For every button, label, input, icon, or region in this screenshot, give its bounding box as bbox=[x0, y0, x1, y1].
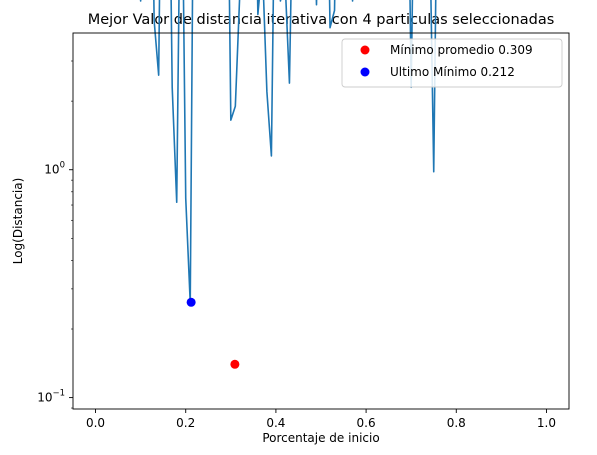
marker-point-1 bbox=[186, 297, 196, 307]
y-tick-label-0: 10−1 bbox=[37, 389, 65, 405]
legend-label-minimo-promedio: Mínimo promedio 0.309 bbox=[390, 43, 533, 57]
legend-box bbox=[341, 38, 563, 88]
x-axis-label: Porcentaje de inicio bbox=[262, 431, 379, 445]
x-tick-label-5: 1.0 bbox=[537, 416, 556, 430]
axes-frame bbox=[72, 32, 570, 410]
x-tick-label-1: 0.2 bbox=[176, 416, 195, 430]
x-tick-label-2: 0.4 bbox=[266, 416, 285, 430]
legend: Mínimo promedio 0.309 Ultimo Mínimo 0.21… bbox=[341, 38, 563, 88]
legend-marker-ultimo-minimo bbox=[360, 67, 370, 77]
marker-point-0 bbox=[230, 359, 240, 369]
x-axis: 0.0 0.2 0.4 0.6 0.8 1.0 bbox=[86, 409, 556, 430]
y-axis-label: Log(Distancia) bbox=[11, 178, 25, 265]
x-tick-label-4: 0.8 bbox=[447, 416, 466, 430]
y-tick-label-1: 100 bbox=[44, 161, 65, 177]
legend-label-ultimo-minimo: Ultimo Mínimo 0.212 bbox=[390, 65, 515, 79]
plot-area bbox=[139, 0, 437, 369]
x-tick-label-0: 0.0 bbox=[86, 416, 105, 430]
x-tick-label-3: 0.6 bbox=[357, 416, 376, 430]
y-axis: 10−1100101102 bbox=[37, 60, 73, 409]
legend-marker-minimo-promedio bbox=[360, 45, 370, 55]
chart-title: Mejor Valor de distancia iterativa con 4… bbox=[88, 12, 555, 28]
